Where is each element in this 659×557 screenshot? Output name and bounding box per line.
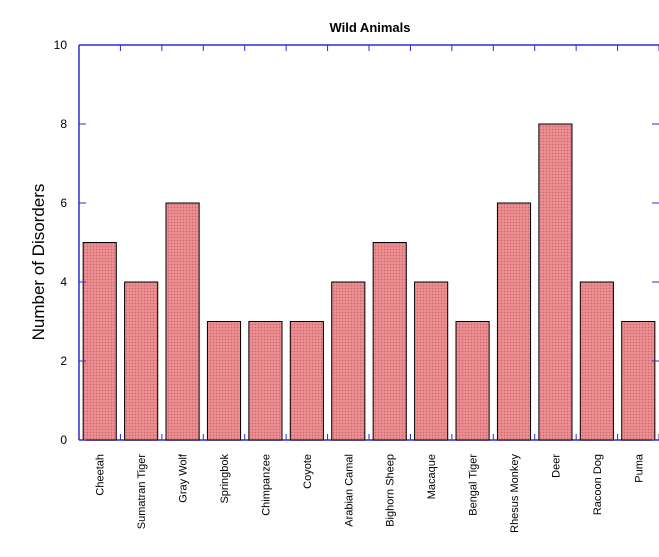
x-tick-label: Chimpanzee — [260, 454, 272, 516]
y-tick-label: 2 — [60, 354, 67, 368]
bar — [538, 123, 573, 441]
bar — [455, 321, 490, 441]
chart-title: Wild Animals — [329, 20, 410, 35]
bar — [414, 281, 449, 441]
x-tick-label: Coyote — [302, 454, 314, 489]
bar — [496, 202, 532, 441]
x-tick-label: Deer — [550, 454, 562, 478]
x-tick-label: Springbok — [219, 454, 231, 504]
y-tick-label: 0 — [60, 433, 67, 447]
x-tick-label: Racoon Dog — [592, 454, 604, 515]
x-tick-label: Cheetah — [95, 454, 107, 496]
x-tick-label: Bighorn Sheep — [385, 454, 397, 527]
bar — [579, 281, 614, 441]
x-tick-label: Bengal Tiger — [468, 454, 480, 516]
bar — [372, 242, 407, 441]
bar — [289, 321, 324, 441]
bar — [165, 202, 200, 441]
x-tick-label: Rhesus Monkey — [509, 454, 521, 533]
bar — [124, 281, 159, 441]
y-tick-label: 10 — [54, 38, 68, 52]
x-tick-label: Arabian Camal — [343, 454, 355, 527]
bar — [248, 321, 283, 441]
x-tick-label: Sumatran Tiger — [136, 454, 148, 530]
x-tick-label: Macaque — [426, 454, 438, 499]
y-tick-label: 8 — [60, 117, 67, 131]
bar — [331, 281, 366, 441]
y-tick-label: 6 — [60, 196, 67, 210]
y-tick-label: 4 — [60, 275, 67, 289]
x-tick-label: Gray Wolf — [178, 453, 190, 503]
bar — [206, 321, 242, 441]
x-tick-label: Puma — [633, 453, 645, 483]
bar — [82, 242, 117, 441]
y-axis-label: Number of Disorders — [29, 184, 48, 341]
bar — [621, 321, 656, 441]
